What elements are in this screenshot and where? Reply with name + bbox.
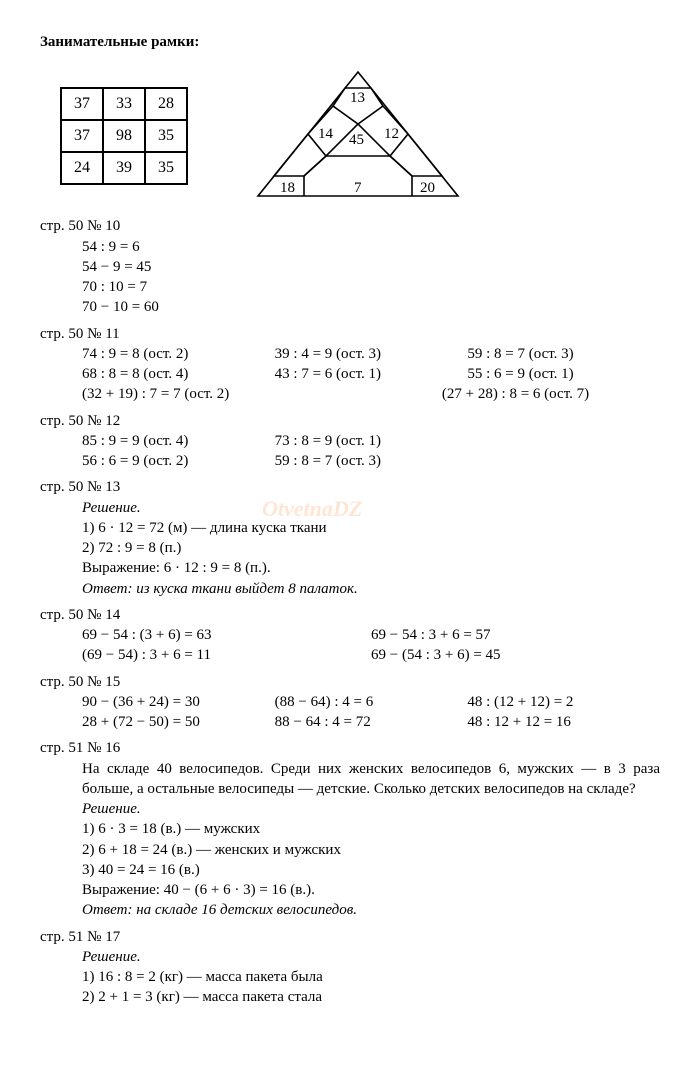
section-head: стр. 51 № 17: [40, 927, 660, 947]
math-cell: 48 : (12 + 12) = 2: [467, 692, 660, 712]
math-line: 1) 16 : 8 = 2 (кг) — масса пакета была: [82, 967, 660, 987]
math-cell: 90 − (36 + 24) = 30: [82, 692, 275, 712]
math-line: 2) 2 + 1 = 3 (кг) — масса пакета стала: [82, 987, 660, 1007]
math-row: 90 − (36 + 24) = 30 (88 − 64) : 4 = 6 48…: [82, 692, 660, 712]
math-cell: 55 : 6 = 9 (ост. 1): [467, 364, 660, 384]
math-row: 28 + (72 − 50) = 50 88 − 64 : 4 = 72 48 …: [82, 712, 660, 732]
math-cell: (88 − 64) : 4 = 6: [275, 692, 468, 712]
section-head: стр. 50 № 15: [40, 672, 660, 692]
answer-line: Ответ: из куска ткани выйдет 8 палаток.: [82, 579, 660, 599]
math-line: 1) 6 · 3 = 18 (в.) — мужских: [82, 819, 660, 839]
math-cell: 69 − 54 : (3 + 6) = 63: [82, 625, 371, 645]
top-visuals: 373328 379835 243935 13 14 45 12 18 7: [60, 66, 660, 206]
grid-cell: 37: [61, 120, 103, 152]
grid-cell: 28: [145, 88, 187, 120]
math-cell: 73 : 8 = 9 (ост. 1): [275, 431, 468, 451]
grid-cell: 98: [103, 120, 145, 152]
solution-label: Решение.: [82, 799, 660, 819]
section-head: стр. 50 № 11: [40, 324, 660, 344]
triangle-cell-botR: 20: [420, 178, 435, 198]
grid-cell: 24: [61, 152, 103, 184]
math-line: 70 : 10 = 7: [82, 277, 660, 297]
math-cell: 43 : 7 = 6 (ост. 1): [275, 364, 468, 384]
math-line: 54 : 9 = 6: [82, 237, 660, 257]
math-row: 85 : 9 = 9 (ост. 4) 73 : 8 = 9 (ост. 1): [82, 431, 660, 451]
math-line: 2) 72 : 9 = 8 (п.): [82, 538, 660, 558]
math-line: Выражение: 40 − (6 + 6 · 3) = 16 (в.).: [82, 880, 660, 900]
grid-cell: 37: [61, 88, 103, 120]
math-line: Выражение: 6 · 12 : 9 = 8 (п.).: [82, 558, 660, 578]
page-title: Занимательные рамки:: [40, 32, 660, 52]
math-cell: (27 + 28) : 8 = 6 (ост. 7): [371, 384, 660, 404]
math-cell: 69 − (54 : 3 + 6) = 45: [371, 645, 660, 665]
math-cell: 69 − 54 : 3 + 6 = 57: [371, 625, 660, 645]
section-head: стр. 51 № 16: [40, 738, 660, 758]
math-cell: 28 + (72 − 50) = 50: [82, 712, 275, 732]
grid-cell: 35: [145, 120, 187, 152]
math-row: 68 : 8 = 8 (ост. 4) 43 : 7 = 6 (ост. 1) …: [82, 364, 660, 384]
math-row: 56 : 6 = 9 (ост. 2) 59 : 8 = 7 (ост. 3): [82, 451, 660, 471]
math-cell: 88 − 64 : 4 = 72: [275, 712, 468, 732]
math-cell: 56 : 6 = 9 (ост. 2): [82, 451, 275, 471]
math-row: (69 − 54) : 3 + 6 = 11 69 − (54 : 3 + 6)…: [82, 645, 660, 665]
solution-label-text: Решение.: [82, 500, 141, 516]
triangle-cell-midR: 12: [384, 124, 399, 144]
math-row: (32 + 19) : 7 = 7 (ост. 2) (27 + 28) : 8…: [82, 384, 660, 404]
math-cell: (69 − 54) : 3 + 6 = 11: [82, 645, 371, 665]
math-cell: 59 : 8 = 7 (ост. 3): [467, 344, 660, 364]
section-head: стр. 50 № 10: [40, 216, 660, 236]
math-line: 70 − 10 = 60: [82, 297, 660, 317]
answer-line: Ответ: на складе 16 детских велосипедов.: [82, 900, 660, 920]
triangle-cell-botL: 18: [280, 178, 295, 198]
triangle-cell-center: 45: [349, 130, 364, 150]
triangle-diagram: 13 14 45 12 18 7 20: [248, 66, 468, 206]
math-line: 3) 40 = 24 = 16 (в.): [82, 860, 660, 880]
section-head: стр. 50 № 12: [40, 411, 660, 431]
math-cell: 59 : 8 = 7 (ост. 3): [275, 451, 468, 471]
triangle-cell-botC: 7: [354, 178, 362, 198]
math-cell: 39 : 4 = 9 (ост. 3): [275, 344, 468, 364]
math-cell: 85 : 9 = 9 (ост. 4): [82, 431, 275, 451]
number-grid: 373328 379835 243935: [60, 87, 188, 185]
section-head: стр. 50 № 13: [40, 477, 660, 497]
math-line: 1) 6 · 12 = 72 (м) — длина куска ткани: [82, 518, 660, 538]
math-cell: (32 + 19) : 7 = 7 (ост. 2): [82, 384, 371, 404]
grid-cell: 39: [103, 152, 145, 184]
section-head: стр. 50 № 14: [40, 605, 660, 625]
math-cell: 74 : 9 = 8 (ост. 2): [82, 344, 275, 364]
triangle-cell-top: 13: [350, 88, 365, 108]
grid-cell: 33: [103, 88, 145, 120]
math-row: 74 : 9 = 8 (ост. 2) 39 : 4 = 9 (ост. 3) …: [82, 344, 660, 364]
math-cell: 48 : 12 + 12 = 16: [467, 712, 660, 732]
math-row: 69 − 54 : (3 + 6) = 63 69 − 54 : 3 + 6 =…: [82, 625, 660, 645]
solution-label: Решение.: [82, 947, 660, 967]
solution-label: Решение. OtvetnaDZ: [82, 498, 660, 518]
math-line: 2) 6 + 18 = 24 (в.) — женских и мужских: [82, 840, 660, 860]
grid-cell: 35: [145, 152, 187, 184]
problem-text: На складе 40 велосипедов. Среди них женс…: [82, 759, 660, 800]
math-line: 54 − 9 = 45: [82, 257, 660, 277]
math-cell: 68 : 8 = 8 (ост. 4): [82, 364, 275, 384]
triangle-cell-midL: 14: [318, 124, 333, 144]
